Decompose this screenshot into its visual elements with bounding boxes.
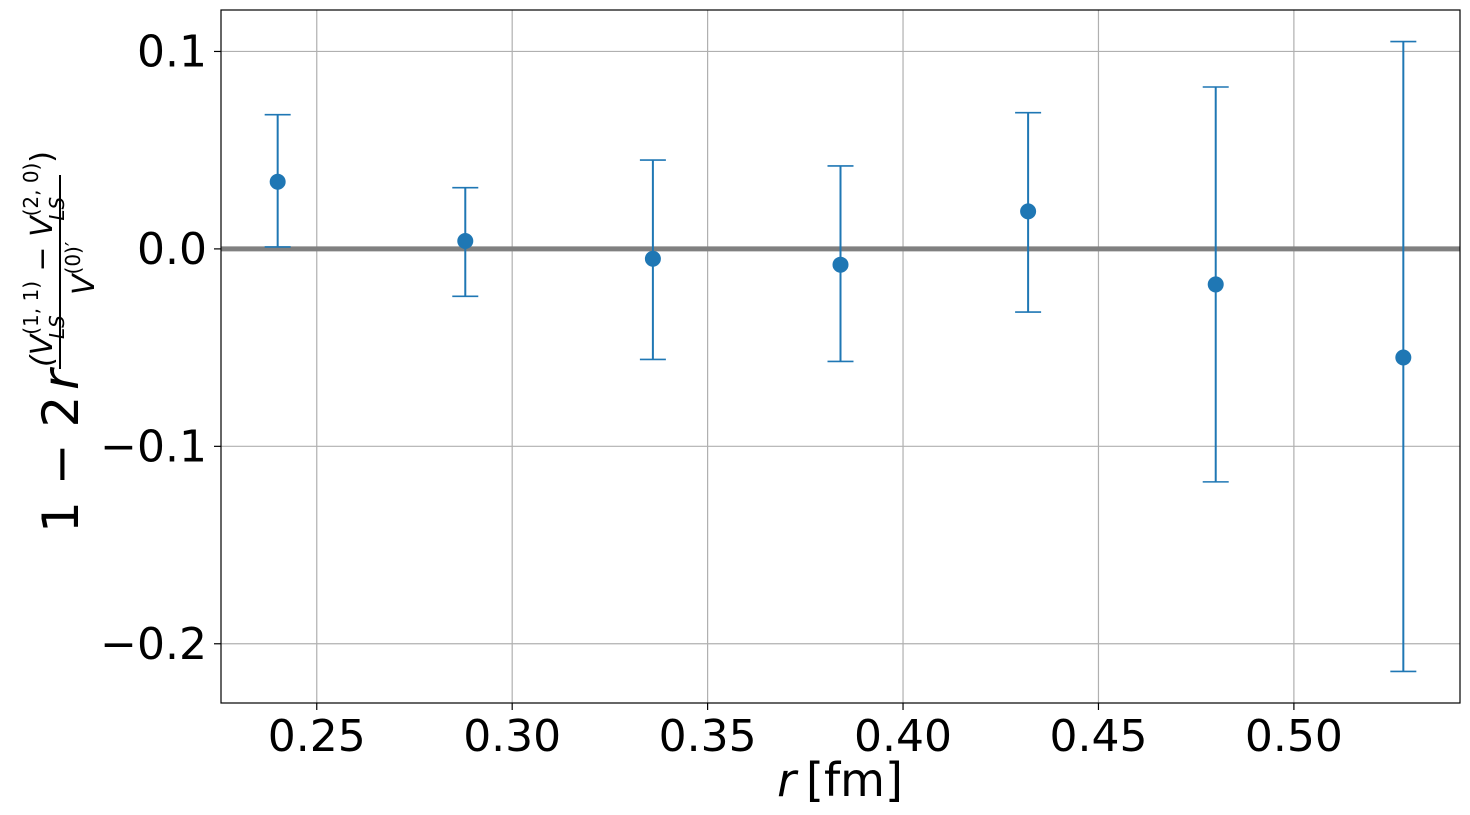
x-tick-label: 0.45 bbox=[1049, 711, 1147, 762]
x-axis-ticks: 0.25 0.30 0.35 0.40 0.45 0.50 bbox=[268, 703, 1343, 762]
x-tick-label: 0.25 bbox=[268, 711, 366, 762]
x-axis-label-var: r bbox=[777, 753, 799, 807]
y-axis-label: 1 − 2 r (V(1, 1) LS − V(2, 0) LS) V(0)′ bbox=[19, 151, 102, 533]
x-tick-label: 0.30 bbox=[463, 711, 561, 762]
data-point bbox=[644, 250, 661, 267]
data-point bbox=[269, 173, 286, 190]
error-bars bbox=[264, 40, 1417, 673]
data-point bbox=[457, 233, 474, 249]
y-axis-ticks: 0.1 0.0 −0.1 −0.2 bbox=[100, 26, 221, 670]
y-axis-label-numerator: (V(1, 1) LS − V(2, 0) LS) bbox=[19, 151, 69, 367]
plot-frame bbox=[220, 9, 1461, 704]
y-tick-label: −0.1 bbox=[100, 421, 207, 472]
x-tick-label: 0.35 bbox=[659, 711, 757, 762]
y-tick-label: −0.2 bbox=[100, 619, 207, 670]
y-axis-label-var: r bbox=[32, 366, 90, 390]
y-axis-label-prefix: 1 − 2 bbox=[32, 396, 90, 533]
data-point bbox=[1207, 276, 1224, 293]
data-point bbox=[1395, 349, 1412, 366]
data-point bbox=[1020, 203, 1037, 220]
data-points bbox=[269, 173, 1412, 366]
data-point bbox=[832, 256, 849, 273]
x-axis-label-unit: [fm] bbox=[806, 753, 903, 807]
x-tick-label: 0.50 bbox=[1245, 711, 1343, 762]
y-axis-label-denominator: V(0)′ bbox=[61, 241, 102, 295]
y-tick-label: 0.1 bbox=[137, 26, 207, 77]
grid bbox=[221, 10, 1460, 703]
x-tick-label: 0.40 bbox=[854, 711, 952, 762]
y-tick-label: 0.0 bbox=[137, 224, 207, 275]
x-axis-label: r [fm] bbox=[777, 753, 903, 807]
